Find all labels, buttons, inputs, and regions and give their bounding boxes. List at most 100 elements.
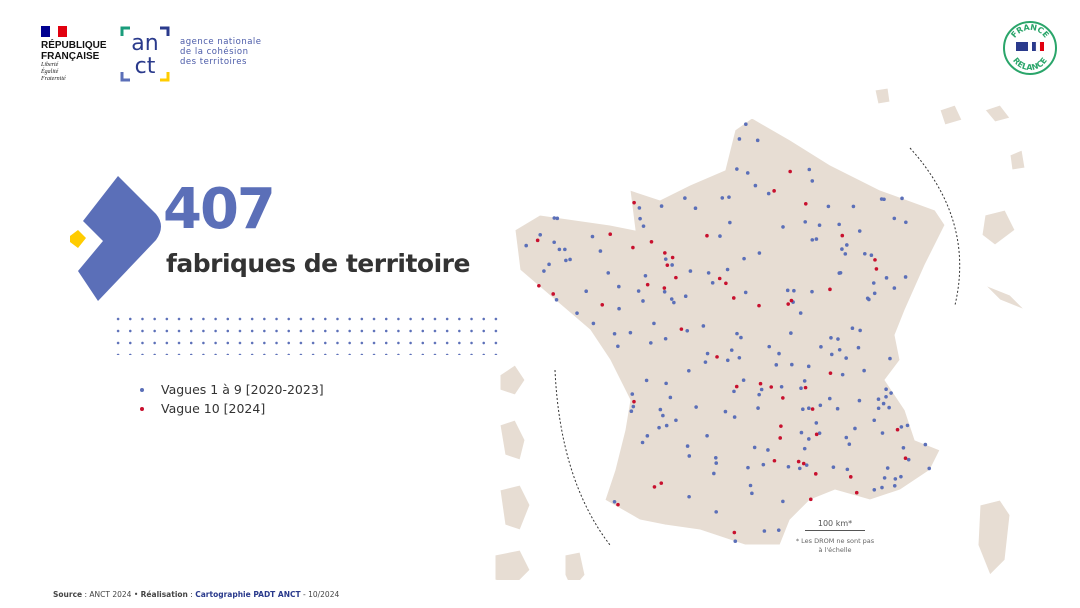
fabrique-point-vagues-1-9 — [927, 466, 932, 471]
islands-3 — [981, 209, 1016, 246]
fabrique-point-vagues-1-9 — [857, 398, 862, 403]
fabrique-point-vague-10 — [649, 240, 654, 244]
fabrique-point-vagues-1-9 — [701, 324, 706, 328]
svg-text:FRANCE: FRANCE — [1009, 23, 1050, 40]
fabrique-point-vagues-1-9 — [845, 467, 850, 472]
fabrique-point-vague-10 — [854, 490, 859, 495]
fabrique-point-vagues-1-9 — [728, 220, 732, 225]
fabrique-point-vagues-1-9 — [752, 445, 757, 450]
fabrique-point-vagues-1-9 — [659, 204, 664, 208]
fabrique-point-vagues-1-9 — [851, 204, 856, 209]
fabrique-point-vagues-1-9 — [555, 216, 560, 221]
fabrique-point-vagues-1-9 — [564, 258, 568, 263]
fabrique-point-vagues-1-9 — [786, 464, 791, 469]
fabrique-point-vagues-1-9 — [644, 378, 649, 383]
fabrique-point-vagues-1-9 — [663, 257, 668, 261]
fabrique-point-vague-10 — [803, 201, 808, 206]
fabrique-point-vagues-1-9 — [756, 406, 760, 410]
fabrique-point-vague-10 — [734, 384, 739, 389]
fabrique-point-vagues-1-9 — [757, 392, 761, 397]
rf-name-line1: RÉPUBLIQUE — [41, 40, 107, 51]
fabrique-point-vagues-1-9 — [584, 289, 588, 294]
fabrique-point-vagues-1-9 — [664, 381, 668, 386]
fabrique-point-vagues-1-9 — [617, 284, 621, 289]
fabrique-point-vagues-1-9 — [732, 415, 737, 419]
fabrique-point-vagues-1-9 — [590, 234, 595, 239]
fabrique-point-vagues-1-9 — [847, 442, 852, 446]
fabrique-point-vagues-1-9 — [720, 196, 725, 200]
metropolitan-france — [514, 117, 946, 546]
fabrique-point-vague-10 — [828, 371, 833, 375]
fabrique-point-vagues-1-9 — [714, 461, 719, 465]
svg-text:ct: ct — [135, 54, 156, 79]
france-relance-logo: FRANCE RELANCE — [1003, 21, 1057, 75]
fabrique-point-vagues-1-9 — [746, 465, 750, 470]
realisation-label: Réalisation — [140, 590, 188, 599]
rf-motto: Liberté Égalité Fraternité — [41, 62, 101, 83]
fabrique-point-vagues-1-9 — [844, 356, 848, 360]
fabrique-point-vagues-1-9 — [641, 224, 646, 228]
fabrique-point-vagues-1-9 — [658, 407, 663, 412]
fabrique-point-vagues-1-9 — [725, 358, 730, 363]
fabrique-point-vagues-1-9 — [705, 433, 709, 438]
marianne-flag-icon — [41, 26, 68, 37]
fabrique-point-vagues-1-9 — [737, 355, 742, 360]
fabrique-point-vagues-1-9 — [524, 243, 528, 248]
fabrique-point-vague-10 — [674, 275, 678, 280]
legend-item-vague-10: Vague 10 [2024] — [140, 399, 324, 418]
fabrique-point-vagues-1-9 — [899, 474, 903, 479]
fabrique-point-vagues-1-9 — [884, 394, 888, 399]
fabrique-point-vagues-1-9 — [753, 183, 758, 188]
islands-4 — [984, 284, 1026, 311]
islands-2 — [1009, 149, 1026, 171]
fabrique-point-vagues-1-9 — [781, 499, 785, 504]
fabrique-point-vagues-1-9 — [905, 423, 910, 428]
fabrique-point-vagues-1-9 — [802, 379, 807, 383]
fabrique-point-vagues-1-9 — [853, 426, 857, 431]
svg-text:an: an — [131, 31, 158, 56]
fabrique-point-vagues-1-9 — [872, 418, 877, 423]
fabrique-point-vagues-1-9 — [612, 500, 617, 504]
fabrique-point-vagues-1-9 — [882, 476, 887, 480]
map-legend: Vagues 1 à 9 [2020-2023] Vague 10 [2024] — [140, 380, 324, 418]
fabrique-point-vagues-1-9 — [801, 407, 805, 412]
fabrique-point-vagues-1-9 — [901, 446, 906, 450]
fabrique-point-vagues-1-9 — [810, 289, 814, 294]
fabrique-point-vagues-1-9 — [872, 291, 877, 296]
fabrique-point-vagues-1-9 — [777, 351, 781, 356]
fabrique-point-vague-10 — [801, 461, 806, 466]
fabrique-point-vague-10 — [758, 381, 763, 386]
fabrique-point-vagues-1-9 — [892, 216, 897, 221]
fabrique-point-vagues-1-9 — [628, 330, 633, 335]
fabrique-point-vagues-1-9 — [856, 345, 861, 350]
fabrique-point-vague-10 — [757, 303, 761, 308]
fabrique-point-vague-10 — [808, 497, 813, 502]
fabrique-point-vagues-1-9 — [732, 389, 736, 394]
fabrique-point-vague-10 — [803, 385, 808, 390]
fabrique-point-vagues-1-9 — [807, 437, 811, 441]
fabrique-point-vagues-1-9 — [785, 288, 790, 293]
fabrique-point-vagues-1-9 — [687, 494, 691, 499]
fabriques-count: 407 — [163, 177, 276, 242]
fabrique-point-vagues-1-9 — [637, 206, 642, 210]
fabrique-point-vagues-1-9 — [923, 442, 928, 447]
fabrique-point-vagues-1-9 — [827, 396, 832, 401]
fabrique-point-vague-10 — [659, 481, 664, 485]
fabrique-point-vagues-1-9 — [739, 335, 743, 340]
fabrique-point-vagues-1-9 — [899, 425, 904, 429]
islands-1 — [939, 104, 963, 126]
fabrique-point-vagues-1-9 — [885, 466, 890, 470]
fabrique-point-vagues-1-9 — [803, 220, 808, 224]
fabrique-point-vague-10 — [810, 407, 815, 411]
fabrique-point-vague-10 — [732, 530, 737, 535]
france-map — [494, 87, 1026, 580]
fabrique-point-vague-10 — [786, 302, 791, 306]
fabrique-point-vagues-1-9 — [629, 409, 634, 413]
anct-line1: agence nationale — [180, 37, 262, 47]
fabrique-point-vague-10 — [535, 238, 540, 243]
fabrique-point-vagues-1-9 — [862, 368, 866, 373]
fabrique-point-vagues-1-9 — [661, 413, 665, 418]
fabrique-point-vagues-1-9 — [900, 196, 904, 201]
fabrique-point-vagues-1-9 — [742, 256, 746, 261]
fabrique-point-vagues-1-9 — [755, 138, 760, 143]
